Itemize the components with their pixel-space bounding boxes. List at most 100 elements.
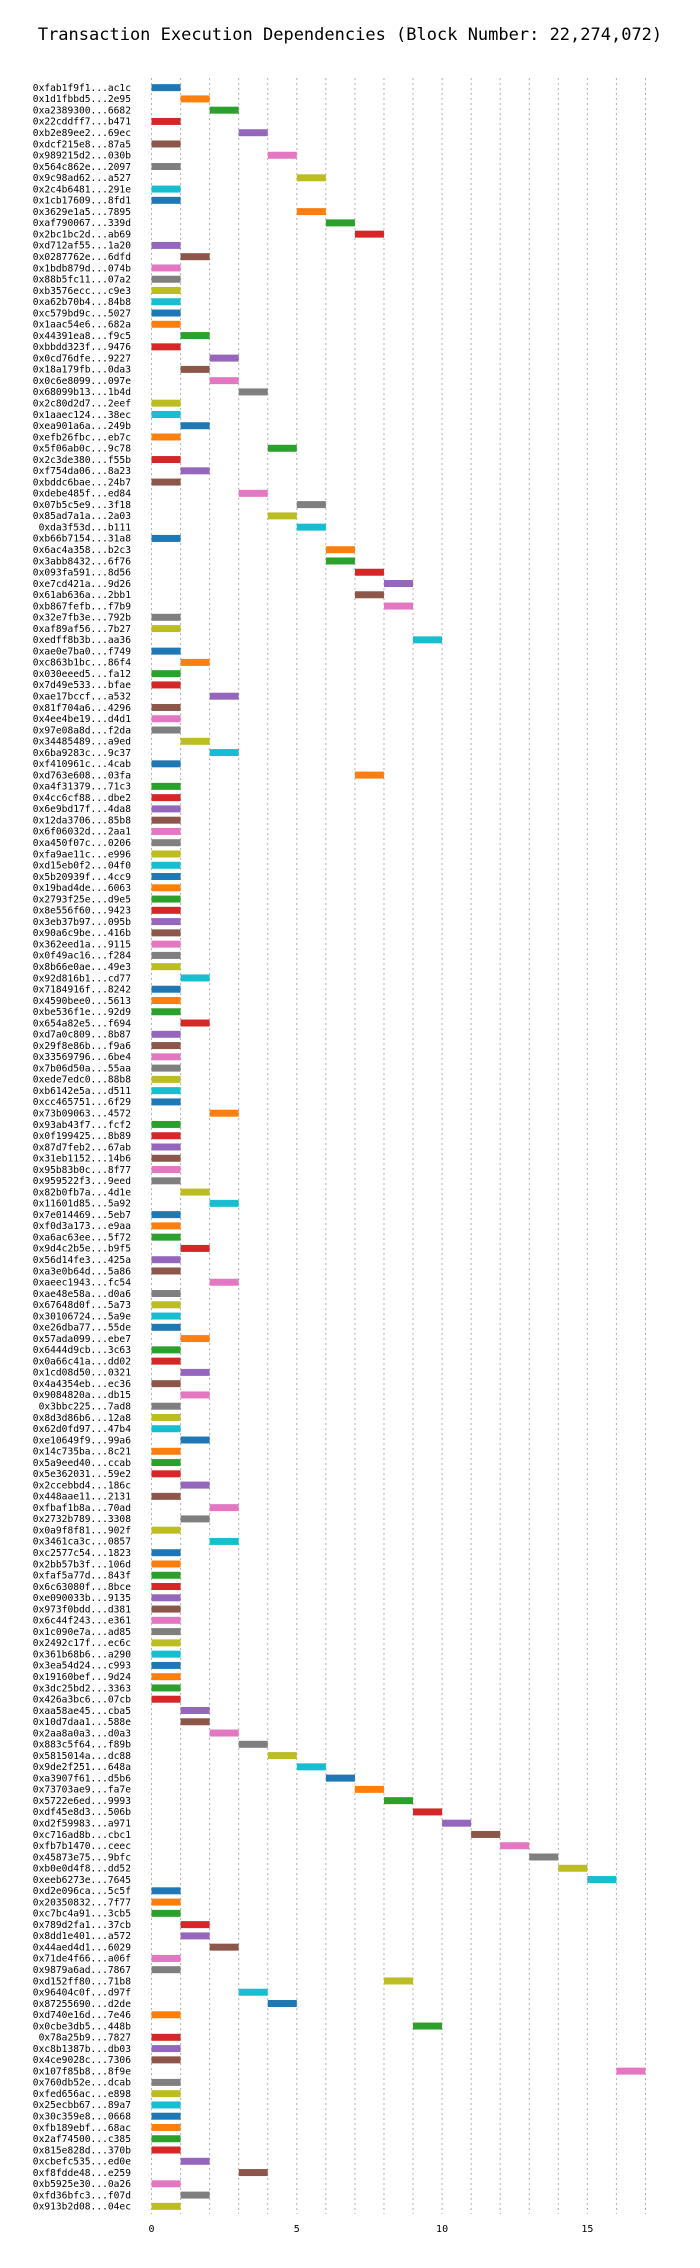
transaction-bar bbox=[151, 163, 181, 171]
transaction-bar bbox=[180, 1368, 210, 1376]
transaction-bar bbox=[151, 410, 181, 418]
transaction-bar bbox=[151, 1887, 181, 1895]
transaction-bar bbox=[151, 1639, 181, 1647]
transaction-bar bbox=[325, 219, 355, 227]
transaction-label: 0x3abb8432...6f76 bbox=[33, 556, 131, 567]
transaction-bar bbox=[267, 151, 297, 159]
transaction-bar bbox=[151, 951, 181, 959]
transaction-bar bbox=[413, 2022, 443, 2030]
transaction-bar bbox=[151, 1413, 181, 1421]
transaction-label: 0x44391ea8...f9c5 bbox=[33, 331, 131, 342]
transaction-bar bbox=[209, 377, 239, 385]
transaction-bar bbox=[151, 647, 181, 655]
transaction-label: 0xa450f07c...0206 bbox=[33, 838, 131, 849]
transaction-bar bbox=[151, 1549, 181, 1557]
transaction-bar bbox=[151, 1357, 181, 1365]
transaction-bar bbox=[151, 895, 181, 903]
transaction-label: 0xc863b1bc...86f4 bbox=[33, 658, 131, 669]
transaction-label: 0xc579bd9c...5027 bbox=[33, 308, 131, 319]
transaction-label: 0xf0d3a173...e9aa bbox=[33, 1221, 131, 1232]
transaction-bar bbox=[616, 2067, 646, 2075]
transaction-label: 0x883c5f64...f89b bbox=[33, 1740, 131, 1751]
transaction-label: 0x1cb17609...8fd1 bbox=[33, 196, 131, 207]
transaction-bar bbox=[151, 918, 181, 926]
transaction-bar bbox=[209, 354, 239, 362]
transaction-bar bbox=[151, 861, 181, 869]
transaction-label: 0x30106724...5a9e bbox=[33, 1311, 131, 1322]
transaction-bar bbox=[151, 1966, 181, 1974]
transaction-bar bbox=[209, 692, 239, 700]
transaction-label: 0x68099b13...1b4d bbox=[33, 387, 131, 398]
transaction-bar bbox=[180, 1921, 210, 1929]
transaction-label: 0x4ce9028c...7306 bbox=[33, 2055, 131, 2066]
transaction-label: 0xe7cd421a...9d26 bbox=[33, 579, 131, 590]
transaction-bar bbox=[151, 873, 181, 881]
transaction-label: 0x2793f25e...d9e5 bbox=[33, 894, 131, 905]
transaction-bar bbox=[151, 1380, 181, 1388]
transaction-label: 0xea901a6a...249b bbox=[33, 421, 131, 432]
transaction-label: 0xe090033b...9135 bbox=[33, 1593, 131, 1604]
transaction-bar bbox=[383, 1797, 414, 1805]
transaction-label: 0x90a6c9be...416b bbox=[33, 928, 131, 939]
transaction-label: 0x33569796...6be4 bbox=[33, 1052, 131, 1063]
transaction-label: 0x426a3bc6...07cb bbox=[33, 1695, 131, 1706]
transaction-bar bbox=[151, 1898, 181, 1906]
transaction-label: 0xfbaf1b8a...70ad bbox=[33, 1503, 131, 1514]
transaction-bar bbox=[151, 2078, 181, 2086]
transaction-label: 0xfd36bfc3...f07d bbox=[33, 2190, 131, 2201]
transaction-label: 0x3dc25bd2...3363 bbox=[33, 1683, 131, 1694]
transaction-label: 0x6e9bd17f...4da8 bbox=[33, 804, 131, 815]
transaction-label: 0x6c63080f...8bce bbox=[33, 1582, 131, 1593]
transaction-bar bbox=[151, 1166, 181, 1174]
transaction-bar bbox=[151, 2112, 181, 2120]
transaction-bar bbox=[151, 1008, 181, 1016]
transaction-label: 0x19bad4de...6063 bbox=[33, 883, 131, 894]
transaction-label: 0xb66b7154...31a8 bbox=[33, 534, 131, 545]
transaction-label: 0xcc465751...6f29 bbox=[33, 1097, 131, 1108]
transaction-bar bbox=[151, 2101, 181, 2109]
transaction-label: 0xbbdd323f...9476 bbox=[33, 342, 131, 353]
transaction-bar bbox=[151, 715, 181, 723]
transaction-label: 0x34485489...a9ed bbox=[33, 737, 131, 748]
transaction-bar bbox=[180, 467, 210, 475]
transaction-bar bbox=[180, 422, 210, 430]
transaction-label: 0x73703ae9...fa7e bbox=[33, 1785, 131, 1796]
transaction-label: 0x564c862e...2097 bbox=[33, 162, 131, 173]
transaction-label: 0x107f85b8...8f9e bbox=[33, 2066, 131, 2077]
transaction-label: 0xd763e608...03fa bbox=[33, 770, 131, 781]
transaction-bar bbox=[151, 1954, 181, 1962]
transaction-bar bbox=[151, 2011, 181, 2019]
transaction-label: 0x7184916f...8242 bbox=[33, 985, 131, 996]
transaction-label: 0xeeb6273e...7645 bbox=[33, 1875, 131, 1886]
transaction-bar bbox=[151, 794, 181, 802]
transaction-bar bbox=[151, 929, 181, 937]
transaction-label: 0x8b66e0ae...49e3 bbox=[33, 962, 131, 973]
transaction-label: 0x7e014469...5eb7 bbox=[33, 1210, 131, 1221]
transaction-bar bbox=[180, 1932, 210, 1940]
transaction-label: 0x9084820a...db15 bbox=[33, 1390, 131, 1401]
transaction-bar bbox=[151, 309, 181, 317]
transaction-bar bbox=[209, 1729, 239, 1737]
transaction-bar bbox=[180, 737, 210, 745]
transaction-bar bbox=[180, 332, 210, 340]
transaction-bar bbox=[180, 2191, 210, 2199]
x-tick-label: 15 bbox=[581, 2224, 593, 2235]
transaction-bar bbox=[296, 501, 326, 509]
transaction-bar bbox=[151, 2056, 181, 2064]
transaction-bar bbox=[151, 2135, 181, 2143]
transaction-bar bbox=[151, 1695, 181, 1703]
transaction-label: 0x2c3de380...f55b bbox=[33, 455, 131, 466]
transaction-label: 0xae0e7ba0...f749 bbox=[33, 646, 131, 657]
transaction-label: 0x0a66c41a...dd02 bbox=[33, 1356, 131, 1367]
transaction-bar bbox=[151, 805, 181, 813]
transaction-label: 0x45873e75...9bfc bbox=[33, 1852, 131, 1863]
transaction-label: 0xbe536f1e...92d9 bbox=[33, 1007, 131, 1018]
transaction-label: 0xc716ad8b...cbc1 bbox=[33, 1830, 131, 1841]
transaction-bar bbox=[151, 1594, 181, 1602]
transaction-bar bbox=[151, 1154, 181, 1162]
transaction-label: 0x97e08a8d...f2da bbox=[33, 725, 131, 736]
transaction-bar bbox=[151, 1909, 181, 1917]
transaction-bar bbox=[413, 1808, 443, 1816]
transaction-bar bbox=[180, 974, 210, 982]
transaction-bar bbox=[180, 1515, 210, 1523]
